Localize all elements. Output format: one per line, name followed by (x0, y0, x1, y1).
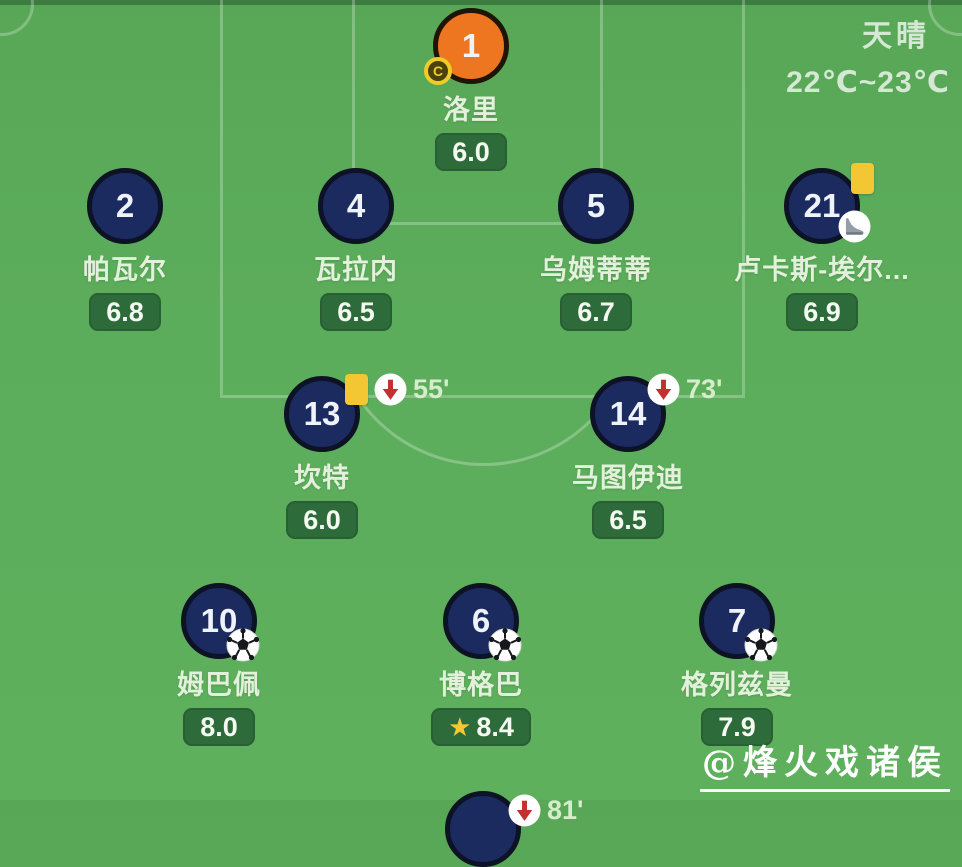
substitution-minute: 73' (686, 374, 723, 404)
goal-line (0, 0, 962, 5)
rating-value: 8.4 (476, 712, 514, 742)
player-number: 2 (115, 187, 135, 224)
player-number: 4 (346, 187, 366, 224)
player-avatar[interactable]: 13 55' (284, 373, 449, 452)
yellow-card-icon (345, 374, 368, 405)
captain-badge-icon: C (424, 57, 452, 85)
player-kante: 13 55' 坎特 6.0 (207, 373, 449, 540)
player-partial-bottom: 81' (368, 791, 598, 867)
substitution-off-icon (508, 794, 541, 827)
player-avatar[interactable]: 2 (87, 168, 163, 244)
player-name: 卢卡斯-埃尔... (734, 255, 910, 285)
player-number: 7 (727, 602, 747, 639)
player-name: 乌姆蒂蒂 (540, 255, 652, 285)
rating-badge: 8.0 (183, 708, 255, 747)
rating-badge: 6.0 (286, 501, 358, 540)
player-avatar[interactable]: 21 (784, 163, 874, 244)
player-avatar[interactable]: 5 (558, 168, 634, 244)
rating-value: 7.9 (718, 712, 756, 742)
player-umtiti: 5 乌姆蒂蒂 6.7 (481, 168, 711, 332)
player-pavard: 2 帕瓦尔 6.8 (10, 168, 240, 332)
player-avatar[interactable]: 81' (445, 791, 583, 867)
weather-temperature: 22℃~23℃ (786, 66, 950, 99)
rating-badge: 6.8 (89, 293, 161, 332)
rating-value: 6.5 (609, 505, 647, 535)
substitution-off-icon (647, 373, 680, 406)
rating-value: 6.0 (452, 137, 490, 167)
rating-value: 6.8 (106, 297, 144, 327)
player-number: 5 (586, 187, 606, 224)
goal-ball-icon (744, 628, 778, 662)
player-avatar[interactable]: 14 73' (590, 373, 722, 452)
goal-ball-icon (226, 628, 260, 662)
player-pogba: 6 博格巴 ★ 8.4 (366, 583, 596, 747)
player-matuidi: 14 73' 马图伊迪 6.5 (513, 373, 743, 540)
assist-icon (838, 210, 871, 243)
player-number: 13 (303, 395, 341, 432)
rating-value: 6.5 (337, 297, 375, 327)
player-griezmann: 7 格列兹曼 7.9 (622, 583, 852, 747)
rating-value: 8.0 (200, 712, 238, 742)
player-name: 姆巴佩 (177, 670, 261, 700)
rating-badge: ★ 8.4 (431, 708, 531, 747)
goal-ball-icon (488, 628, 522, 662)
rating-badge: 6.9 (786, 293, 858, 332)
player-varane: 4 瓦拉内 6.5 (241, 168, 471, 332)
weather-condition: 天晴 (862, 20, 930, 53)
best-player-star-icon: ★ (448, 712, 472, 743)
rating-badge: 7.9 (701, 708, 773, 747)
rating-badge: 6.7 (560, 293, 632, 332)
player-avatar[interactable]: 7 (699, 583, 778, 662)
rating-badge: 6.5 (592, 501, 664, 540)
player-number: 6 (471, 602, 491, 639)
player-avatar[interactable]: 6 (443, 583, 522, 662)
player-avatar[interactable]: 1 C (424, 8, 509, 85)
substitution-off-icon (374, 373, 407, 406)
rating-value: 6.9 (803, 297, 841, 327)
player-number: 1 (461, 27, 481, 64)
player-name: 帕瓦尔 (83, 255, 167, 285)
player-name: 马图伊迪 (572, 463, 684, 493)
player-number: 14 (609, 395, 647, 432)
author-watermark: @烽火戏诸侯 (700, 735, 950, 792)
player-lloris: 1 C 洛里 6.0 (356, 8, 586, 172)
player-name: 格列兹曼 (681, 670, 793, 700)
player-lucas-hernandez: 21 卢卡斯-埃尔... 6.9 (707, 163, 937, 332)
player-number: 21 (803, 187, 841, 224)
rating-value: 6.7 (577, 297, 615, 327)
player-avatar[interactable]: 4 (318, 168, 394, 244)
corner-arc-left (0, 0, 34, 36)
player-mbappe: 10 姆巴佩 8.0 (104, 583, 334, 747)
player-name: 博格巴 (439, 670, 523, 700)
yellow-card-icon (851, 163, 874, 194)
substitution-minute: 55' (413, 374, 450, 404)
rating-badge: 6.5 (320, 293, 392, 332)
player-avatar[interactable]: 10 (181, 583, 260, 662)
player-name: 瓦拉内 (314, 255, 398, 285)
captain-letter: C (432, 63, 444, 79)
weather-panel: 天晴 22℃~23℃ (786, 22, 950, 98)
rating-value: 6.0 (303, 505, 341, 535)
goal-area-line (352, 0, 603, 225)
player-number: 10 (200, 602, 238, 639)
player-name: 坎特 (294, 463, 350, 493)
rating-badge: 6.0 (435, 133, 507, 172)
player-name: 洛里 (443, 95, 499, 125)
